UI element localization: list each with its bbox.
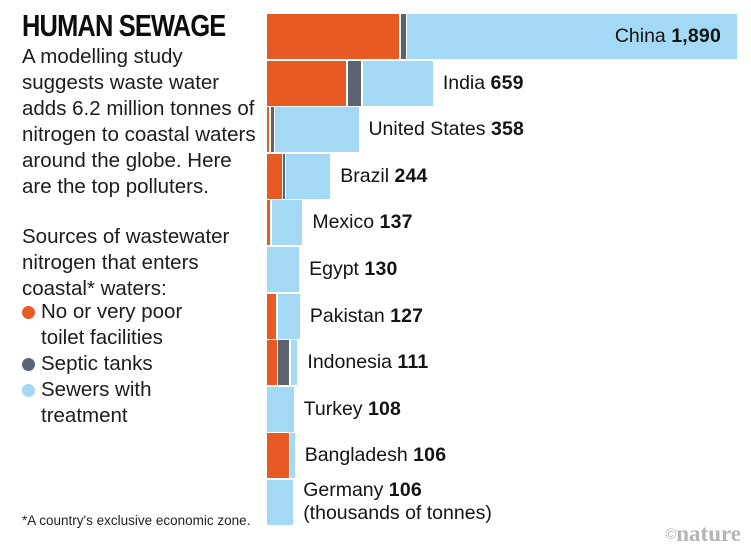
sewer-dot-icon <box>22 384 35 397</box>
legend-item-label: No or very poor toilet facilities <box>41 300 183 349</box>
legend-item-no_toilet: No or very poor toilet facilities <box>22 299 252 351</box>
bar-label: Brazil 244 <box>340 154 427 199</box>
segment-no_toilet <box>267 340 277 386</box>
bar-label: Pakistan 127 <box>310 294 423 339</box>
country-name: China 1,890 <box>614 25 721 47</box>
country-value: 108 <box>367 397 402 420</box>
bar-label: Turkey 108 <box>304 387 401 432</box>
bar-row-brazil: Brazil 244 <box>267 153 747 199</box>
segment-sewer <box>267 479 294 525</box>
bar-row-turkey: Turkey 108 <box>267 386 747 432</box>
country-name: Brazil 244 <box>340 164 428 187</box>
stacked-bar <box>267 479 747 525</box>
bar-row-indonesia: Indonesia 111 <box>267 340 747 386</box>
bar-row-egypt: Egypt 130 <box>267 246 747 292</box>
bar-label: Germany 106 (thousands of tonnes) <box>303 479 492 525</box>
segment-septic <box>400 14 406 59</box>
footnote: *A country's exclusive economic zone. <box>22 513 251 528</box>
bar-label: Mexico 137 <box>312 200 412 245</box>
legend-item-label: Septic tanks <box>41 352 153 375</box>
country-name: Pakistan 127 <box>309 304 424 327</box>
segment-sewer <box>267 386 294 432</box>
legend-item-septic: Septic tanks <box>22 351 252 377</box>
bar-label: United States 358 <box>368 107 524 152</box>
segment-no_toilet <box>267 153 282 199</box>
segment-sewer <box>277 293 300 339</box>
stacked-bar <box>267 433 747 479</box>
country-name: United States 358 <box>368 118 525 141</box>
country-value: 127 <box>390 304 424 327</box>
segment-no_toilet <box>267 14 400 59</box>
credit-name: nature <box>676 521 741 546</box>
country-value: 106 <box>413 444 447 467</box>
bar-row-germany: Germany 106 (thousands of tonnes) <box>267 479 747 525</box>
stacked-bar <box>267 386 747 432</box>
country-name: Mexico 137 <box>312 211 413 234</box>
stacked-bar <box>267 293 747 339</box>
segment-septic <box>278 340 290 386</box>
stacked-bar <box>267 200 747 246</box>
bar-row-india: India 659 <box>267 60 747 106</box>
bar-row-bangladesh: Bangladesh 106 <box>267 433 747 479</box>
country-value: 244 <box>394 164 428 187</box>
country-value: 1,890 <box>671 25 721 47</box>
segment-septic <box>347 60 362 106</box>
segment-sewer <box>267 246 300 292</box>
country-value: 111 <box>397 351 429 374</box>
country-value: 659 <box>490 71 524 94</box>
bar-label: China 1,890 <box>267 14 721 59</box>
country-name: Turkey 108 <box>303 397 402 420</box>
bar-label: Egypt 130 <box>309 247 397 292</box>
bar-row-china: China 1,890 <box>267 14 747 59</box>
legend-item-label: Sewers with treatment <box>41 378 152 427</box>
chart-description: A modelling study suggests waste water a… <box>22 45 256 198</box>
country-value: 130 <box>364 257 398 280</box>
bar-label: India 659 <box>443 61 524 106</box>
segment-sewer <box>407 14 737 59</box>
segment-no_toilet <box>267 433 289 479</box>
segment-sewer <box>286 153 331 199</box>
bar-label: Indonesia 111 <box>307 340 428 385</box>
segment-sewer <box>290 340 298 386</box>
segment-no_toilet <box>267 60 347 106</box>
country-value: 106 <box>388 479 422 502</box>
stacked-bar <box>267 246 747 292</box>
segment-sewer <box>290 433 295 479</box>
segment-sewer <box>362 60 433 106</box>
segment-septic <box>283 153 285 199</box>
country-name: Indonesia 111 <box>307 351 429 374</box>
unit-note: (thousands of tonnes) <box>303 502 492 525</box>
segment-no_toilet <box>267 200 270 246</box>
page-title: HUMAN SEWAGE <box>22 8 226 43</box>
stacked-bar <box>267 153 747 199</box>
country-value: 137 <box>379 211 413 234</box>
bar-label: Bangladesh 106 <box>305 433 447 478</box>
segment-sewer <box>271 200 303 246</box>
legend-item-sewer: Sewers with treatment <box>22 377 252 429</box>
bar-row-pakistan: Pakistan 127 <box>267 293 747 339</box>
segment-sewer <box>275 107 359 153</box>
bar-row-united-states: United States 358 <box>267 107 747 153</box>
country-name: Egypt 130 <box>309 257 398 280</box>
nature-credit: ©nature <box>665 521 741 547</box>
legend-list: No or very poor toilet facilities Septic … <box>22 299 252 429</box>
copyright-icon: © <box>665 526 677 543</box>
bar-row-mexico: Mexico 137 <box>267 200 747 246</box>
segment-septic <box>270 107 274 153</box>
country-name: India 659 <box>442 71 524 94</box>
segment-no_toilet <box>267 107 269 153</box>
country-value: 358 <box>490 118 525 141</box>
legend-heading: Sources of wastewater nitrogen that ente… <box>22 225 230 300</box>
chart: China 1,890 India 659 United States 358 Bra… <box>267 14 747 527</box>
country-name: Bangladesh 106 <box>304 444 447 467</box>
stacked-bar <box>267 340 747 386</box>
septic-dot-icon <box>22 358 35 371</box>
stacked-bar <box>267 60 747 106</box>
stacked-bar <box>267 107 747 153</box>
stacked-bar <box>267 14 747 59</box>
segment-no_toilet <box>267 293 277 339</box>
no_toilet-dot-icon <box>22 306 35 319</box>
country-name: Germany 106 <box>303 479 422 502</box>
